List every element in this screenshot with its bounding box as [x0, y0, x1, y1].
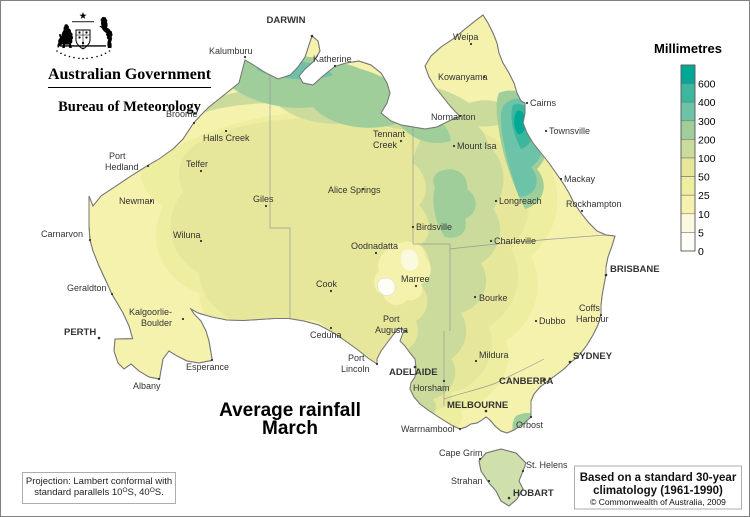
svg-text:50: 50	[698, 172, 710, 184]
svg-text:Cook: Cook	[316, 279, 338, 289]
svg-text:Kowanyama: Kowanyama	[438, 72, 488, 82]
svg-text:SYDNEY: SYDNEY	[573, 351, 613, 362]
svg-text:Ceduna: Ceduna	[310, 330, 342, 340]
svg-text:Oodnadatta: Oodnadatta	[351, 241, 398, 251]
svg-text:Esperance: Esperance	[186, 362, 229, 372]
svg-text:Halls Creek: Halls Creek	[203, 133, 250, 143]
svg-text:10: 10	[698, 209, 710, 221]
svg-text:MELBOURNE: MELBOURNE	[447, 400, 508, 411]
svg-text:ADELAIDE: ADELAIDE	[389, 367, 438, 378]
svg-text:Kalgoorlie-: Kalgoorlie-	[129, 307, 172, 317]
svg-text:Millimetres: Millimetres	[654, 41, 722, 56]
svg-text:PERTH: PERTH	[64, 327, 96, 338]
svg-text:Telfer: Telfer	[186, 159, 208, 169]
svg-text:Port: Port	[383, 314, 400, 324]
svg-text:Longreach: Longreach	[499, 196, 542, 206]
svg-text:Townsville: Townsville	[549, 126, 590, 136]
svg-text:Mildura: Mildura	[479, 350, 509, 360]
svg-text:Strahan: Strahan	[451, 476, 483, 486]
svg-text:Katherine: Katherine	[313, 54, 352, 64]
svg-text:600: 600	[698, 79, 716, 91]
svg-text:Port: Port	[348, 353, 365, 363]
svg-text:400: 400	[698, 97, 716, 109]
svg-text:Cape Grim: Cape Grim	[439, 448, 483, 458]
svg-text:Mount Isa: Mount Isa	[457, 141, 497, 151]
svg-text:March: March	[262, 418, 318, 439]
svg-text:Augusta: Augusta	[375, 325, 408, 335]
svg-text:200: 200	[698, 134, 716, 146]
svg-text:Rockhampton: Rockhampton	[566, 199, 622, 209]
svg-text:Creek: Creek	[373, 140, 398, 150]
svg-text:© Commonwealth of Australia, 2: © Commonwealth of Australia, 2009	[590, 497, 726, 507]
svg-text:Coffs: Coffs	[579, 303, 600, 313]
svg-text:Hedland: Hedland	[105, 162, 139, 172]
svg-text:Birdsville: Birdsville	[416, 222, 452, 232]
svg-text:Carnarvon: Carnarvon	[41, 229, 83, 239]
svg-text:Normanton: Normanton	[431, 112, 476, 122]
svg-text:Mackay: Mackay	[564, 174, 596, 184]
svg-text:5: 5	[698, 227, 704, 239]
svg-text:Port: Port	[109, 151, 126, 161]
svg-text:Charleville: Charleville	[494, 236, 536, 246]
svg-text:25: 25	[698, 190, 710, 202]
svg-text:100: 100	[698, 153, 716, 165]
svg-text:Giles: Giles	[253, 194, 274, 204]
svg-text:Geraldton: Geraldton	[67, 283, 107, 293]
svg-text:Weipa: Weipa	[453, 32, 478, 42]
svg-text:Newman: Newman	[119, 196, 155, 206]
svg-text:0: 0	[698, 246, 704, 258]
svg-text:Dubbo: Dubbo	[539, 316, 566, 326]
svg-text:Albany: Albany	[133, 381, 161, 391]
svg-text:BRISBANE: BRISBANE	[610, 264, 660, 275]
svg-text:Tennant: Tennant	[373, 129, 406, 139]
svg-text:Horsham: Horsham	[413, 383, 450, 393]
svg-text:Based on a standard 30-year: Based on a standard 30-year	[580, 472, 737, 484]
svg-text:DARWIN: DARWIN	[267, 15, 306, 26]
svg-text:standard parallels 10OS, 40OS.: standard parallels 10OS, 40OS.	[34, 487, 164, 499]
svg-text:Broome: Broome	[166, 109, 198, 119]
svg-text:Kalumburu: Kalumburu	[209, 46, 253, 56]
svg-text:Warrnambool: Warrnambool	[401, 424, 455, 434]
svg-text:St. Helens: St. Helens	[526, 460, 568, 470]
svg-text:Alice Springs: Alice Springs	[328, 185, 381, 195]
svg-text:Marree: Marree	[401, 274, 430, 284]
svg-text:Cairns: Cairns	[530, 98, 557, 108]
svg-text:HOBART: HOBART	[513, 488, 554, 499]
svg-text:300: 300	[698, 116, 716, 128]
svg-text:climatology (1961-1990): climatology (1961-1990)	[593, 485, 723, 497]
svg-text:Projection: Lambert conformal: Projection: Lambert conformal with	[26, 476, 172, 487]
svg-text:Orbost: Orbost	[516, 420, 544, 430]
svg-text:Lincoln: Lincoln	[341, 364, 370, 374]
svg-text:Harbour: Harbour	[576, 314, 609, 324]
svg-text:Wiluna: Wiluna	[173, 230, 201, 240]
svg-text:Boulder: Boulder	[141, 318, 172, 328]
svg-text:Bourke: Bourke	[479, 293, 508, 303]
svg-text:CANBERRA: CANBERRA	[499, 376, 554, 387]
